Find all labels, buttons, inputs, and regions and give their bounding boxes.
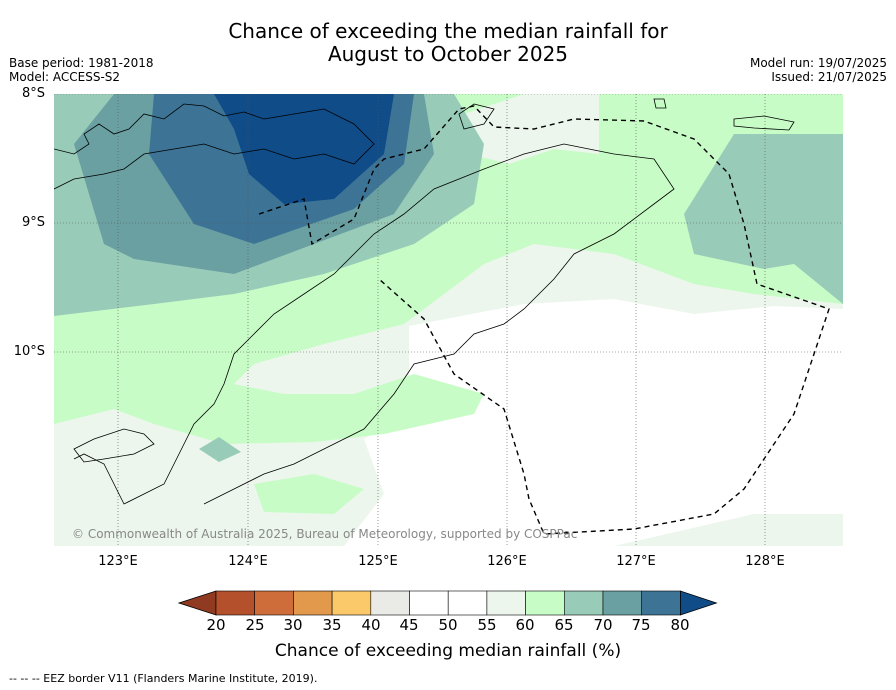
meta-right: Model run: 19/07/2025 Issued: 21/07/2025 [750,56,887,84]
colorbar-segment [641,590,681,616]
map-area[interactable] [54,94,843,546]
title-line-2: August to October 2025 [327,42,569,66]
colorbar-segment [293,590,333,616]
colorbar-tick: 30 [283,616,303,634]
colorbar-tick: 80 [670,616,690,634]
colorbar-graphic [177,590,718,616]
colorbar-tick: 70 [593,616,613,634]
colorbar [177,589,720,619]
lon-label-127e: 127°E [616,554,656,569]
issued-date: Issued: 21/07/2025 [771,70,887,84]
zone-white [344,299,843,546]
lat-label-8s: 8°S [21,86,45,101]
lon-label-126e: 126°E [487,554,527,569]
colorbar-tick: 50 [438,616,458,634]
colorbar-tick: 75 [631,616,651,634]
lon-label-128e: 128°E [745,554,785,569]
model-name: Model: ACCESS-S2 [9,70,121,84]
colorbar-tick: 65 [554,616,574,634]
colorbar-tick: 20 [206,616,226,634]
colorbar-segment [525,590,565,616]
colorbar-segment [447,590,488,616]
colorbar-arrow-high [679,590,718,616]
lon-label-124e: 124°E [228,554,268,569]
lat-label-10s: 10°S [13,344,45,359]
colorbar-tick: 45 [399,616,419,634]
lat-label-9s: 9°S [21,215,45,230]
zone-green-south [254,474,364,514]
colorbar-segment [331,590,372,616]
copyright-notice: © Commonwealth of Australia 2025, Bureau… [72,527,578,541]
coastline [54,98,795,505]
lon-label-125e: 125°E [358,554,398,569]
colorbar-tick: 35 [322,616,342,634]
zone-teal-patch [199,437,241,462]
model-run: Model run: 19/07/2025 [749,56,887,70]
base-period: Base period: 1981-2018 [9,56,154,70]
colorbar-label: Chance of exceeding median rainfall (%) [274,641,622,661]
zone-pale-north [464,94,599,164]
colorbar-segment [409,590,449,616]
colorbar-segment [486,590,526,616]
rainfall-map [54,94,843,546]
map-title: Chance of exceeding the median rainfall … [0,20,896,66]
colorbar-segment [602,590,643,616]
lon-label-123e: 123°E [98,554,138,569]
colorbar-tick: 55 [477,616,497,634]
colorbar-tick: 40 [361,616,381,634]
colorbar-segment [370,590,410,616]
title-line-1: Chance of exceeding the median rainfall … [228,19,668,43]
gridlines [54,94,843,546]
colorbar-segment [254,590,294,616]
colorbar-tick: 25 [245,616,265,634]
zone-teal-light-east [684,134,843,304]
colorbar-arrow-low [177,590,217,616]
colorbar-tick: 60 [515,616,535,634]
colorbar-segment [215,590,256,616]
eez-footnote: -- -- -- EEZ border V11 (Flanders Marine… [9,672,318,685]
colorbar-segment [563,590,604,616]
meta-left: Base period: 1981-2018 Model: ACCESS-S2 [9,56,154,84]
